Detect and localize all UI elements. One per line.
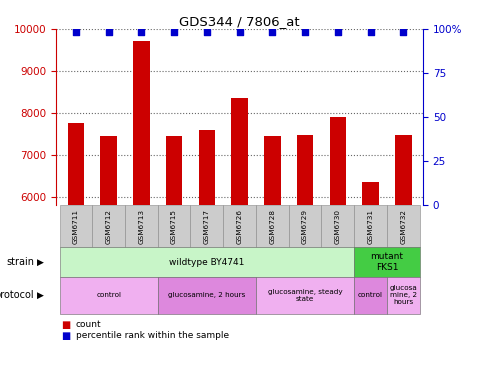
Point: [366, 29, 374, 35]
Text: ▶: ▶: [37, 258, 43, 266]
Text: protocol: protocol: [0, 290, 34, 300]
Bar: [198, 130, 215, 366]
Text: ▶: ▶: [37, 291, 43, 300]
Text: ■: ■: [61, 330, 70, 341]
Point: [268, 29, 276, 35]
Bar: [133, 41, 149, 366]
Text: count: count: [76, 320, 101, 329]
Bar: [165, 136, 182, 366]
Text: wildtype BY4741: wildtype BY4741: [169, 258, 244, 266]
Text: percentile rank within the sample: percentile rank within the sample: [76, 331, 228, 340]
Bar: [362, 182, 378, 366]
Text: GSM6713: GSM6713: [138, 209, 144, 243]
Text: GSM6717: GSM6717: [203, 209, 209, 243]
Point: [235, 29, 243, 35]
Point: [170, 29, 178, 35]
Point: [301, 29, 308, 35]
Point: [104, 29, 112, 35]
Text: GSM6730: GSM6730: [334, 209, 340, 243]
Bar: [329, 117, 346, 366]
Text: GSM6732: GSM6732: [400, 209, 406, 243]
Text: control: control: [357, 292, 382, 298]
Bar: [231, 98, 247, 366]
Bar: [100, 136, 117, 366]
Title: GDS344 / 7806_at: GDS344 / 7806_at: [179, 15, 299, 28]
Text: GSM6728: GSM6728: [269, 209, 275, 243]
Point: [399, 29, 407, 35]
Text: GSM6711: GSM6711: [73, 209, 79, 243]
Point: [203, 29, 210, 35]
Bar: [67, 123, 84, 366]
Text: GSM6729: GSM6729: [302, 209, 307, 243]
Point: [137, 29, 145, 35]
Text: glucosamine, steady
state: glucosamine, steady state: [267, 289, 342, 302]
Text: GSM6715: GSM6715: [171, 209, 177, 243]
Bar: [264, 136, 280, 366]
Point: [333, 29, 341, 35]
Text: mutant
FKS1: mutant FKS1: [370, 252, 403, 272]
Text: control: control: [96, 292, 121, 298]
Text: GSM6731: GSM6731: [367, 209, 373, 243]
Bar: [394, 135, 411, 366]
Text: ■: ■: [61, 320, 70, 330]
Text: GSM6712: GSM6712: [105, 209, 111, 243]
Text: GSM6726: GSM6726: [236, 209, 242, 243]
Bar: [296, 135, 313, 366]
Text: glucosamine, 2 hours: glucosamine, 2 hours: [168, 292, 245, 298]
Text: glucosa
mine, 2
hours: glucosa mine, 2 hours: [388, 285, 416, 305]
Text: strain: strain: [6, 257, 34, 267]
Point: [72, 29, 80, 35]
